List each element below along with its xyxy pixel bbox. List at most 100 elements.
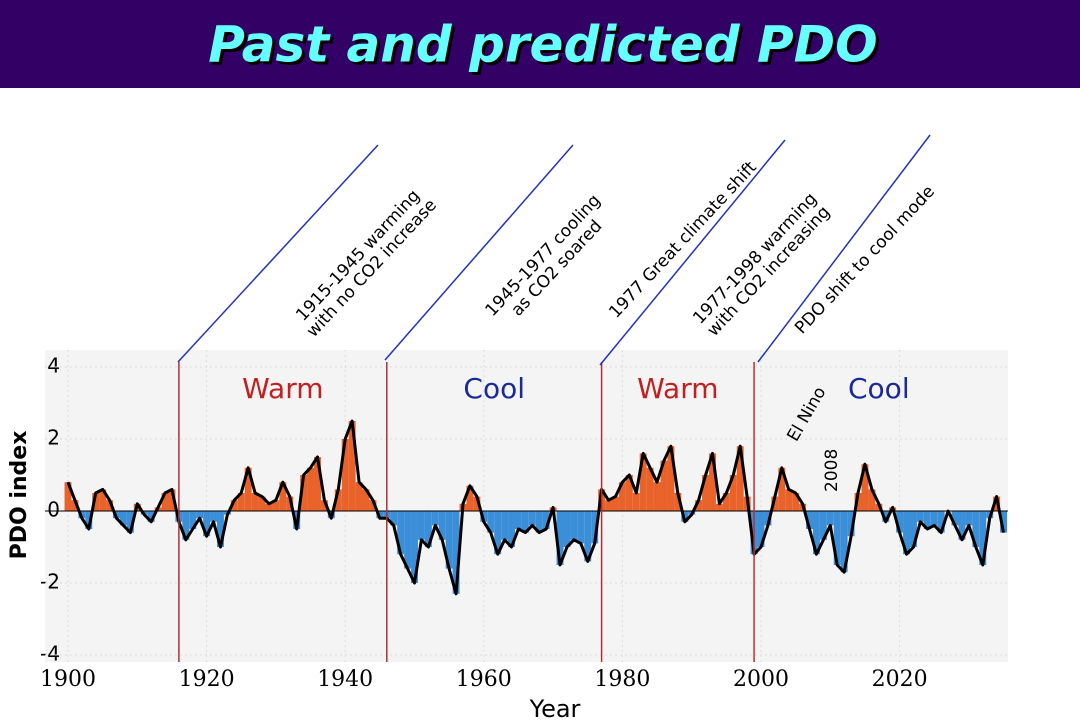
bar: [806, 511, 813, 529]
bar: [417, 511, 425, 540]
bar: [909, 511, 917, 547]
bar: [473, 496, 481, 511]
bar: [251, 493, 259, 511]
bar: [715, 503, 723, 511]
bar: [695, 500, 703, 511]
note-connector: [757, 134, 931, 363]
bar: [868, 489, 876, 511]
phase-label: Cool: [848, 372, 910, 405]
bar: [660, 460, 668, 511]
bar: [487, 511, 495, 533]
note-connector: [384, 144, 574, 361]
bar: [535, 511, 543, 533]
bar: [210, 511, 217, 522]
bar: [494, 511, 502, 555]
bar: [709, 453, 716, 511]
y-tick-label: 4: [47, 354, 60, 378]
bar: [119, 511, 127, 526]
bar: [452, 511, 460, 594]
bar: [189, 511, 197, 529]
bar: [667, 446, 675, 511]
bar: [244, 467, 252, 511]
bar: [646, 467, 654, 511]
pdo-line: [66, 419, 1005, 596]
bar: [570, 511, 578, 540]
bar: [1000, 511, 1008, 533]
bar: [812, 511, 820, 555]
plot-area: [45, 350, 1008, 662]
bar: [334, 489, 342, 511]
bar: [528, 511, 536, 526]
note: 1945-1977 coolingas CO2 soared: [482, 191, 619, 334]
bar: [826, 511, 834, 526]
bar: [286, 496, 294, 511]
bar: [466, 485, 474, 511]
bar: [771, 496, 779, 511]
x-tick-label: 2000: [733, 667, 789, 692]
bar: [556, 511, 564, 565]
bar: [92, 493, 100, 511]
bar: [64, 482, 72, 511]
bar: [203, 511, 211, 537]
bar: [521, 511, 529, 533]
bar: [265, 503, 273, 511]
bar: [882, 511, 890, 522]
bar: [355, 482, 363, 511]
bar: [348, 421, 356, 511]
bar: [237, 493, 245, 511]
bar: [404, 511, 412, 569]
note-connector: [599, 139, 786, 366]
bar: [903, 511, 910, 555]
bar: [951, 511, 959, 526]
bar: [182, 511, 190, 540]
bar: [431, 511, 439, 526]
bar: [279, 482, 287, 511]
bar: [729, 475, 737, 511]
bar: [320, 500, 328, 511]
bar: [161, 493, 169, 511]
y-tick-label: -4: [40, 642, 60, 666]
x-axis-label: Year: [529, 695, 581, 720]
bar: [390, 511, 398, 526]
bar: [819, 511, 827, 540]
x-tick-label: 1920: [179, 667, 235, 692]
x-tick-label: 1960: [456, 667, 512, 692]
bar: [424, 511, 432, 547]
bar: [230, 500, 238, 511]
y-tick-label: 0: [47, 498, 60, 522]
x-tick-label: 1980: [594, 667, 650, 692]
bar: [369, 500, 377, 511]
bar: [106, 500, 114, 511]
phase-label: Warm: [242, 372, 323, 405]
bar: [411, 511, 418, 583]
bar: [514, 511, 522, 529]
note: 1915-1945 warmingwith no CO2 increase: [289, 183, 441, 342]
bar: [840, 511, 848, 573]
y-tick-label: -2: [40, 570, 60, 594]
phase-label: Warm: [637, 372, 718, 405]
bar: [71, 500, 79, 511]
phase-label: Cool: [463, 372, 525, 405]
bar: [501, 511, 509, 540]
bar: [923, 511, 931, 529]
bar: [847, 511, 855, 537]
bar: [937, 511, 945, 533]
bar: [625, 475, 633, 511]
bar: [702, 475, 710, 511]
bar: [618, 482, 626, 511]
y-tick-label: 2: [47, 426, 60, 450]
bar: [896, 511, 904, 533]
bar: [757, 511, 765, 547]
bar: [584, 511, 592, 562]
bar: [632, 493, 640, 511]
bar: [778, 467, 786, 511]
bar: [314, 457, 321, 511]
bar: [272, 500, 280, 511]
bar: [147, 511, 155, 522]
bar: [126, 511, 134, 533]
y-axis-label: PDO index: [7, 431, 32, 560]
bar: [958, 511, 966, 540]
bar: [792, 493, 800, 511]
event-label: 2008: [822, 449, 842, 492]
